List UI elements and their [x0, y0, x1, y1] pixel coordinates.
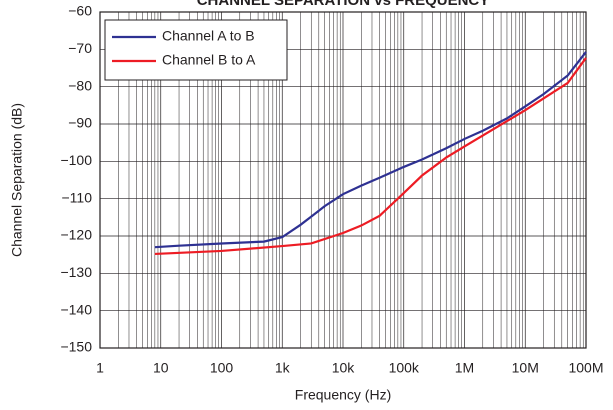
x-tick-label: 1: [96, 360, 104, 376]
x-tick-label: 10: [153, 360, 169, 376]
legend-label: Channel A to B: [162, 28, 255, 44]
y-tick-label: −110: [62, 189, 93, 205]
x-tick-label: 10M: [512, 360, 539, 376]
y-tick-label: −90: [68, 115, 92, 131]
x-tick-label: 1k: [275, 360, 291, 376]
legend-label: Channel B to A: [162, 52, 256, 68]
x-tick-label: 100: [210, 360, 234, 376]
y-tick-label: −70: [68, 40, 92, 56]
x-axis-label: Frequency (Hz): [295, 387, 391, 403]
x-tick-label: 100M: [568, 360, 603, 376]
x-tick-label: 10k: [332, 360, 356, 376]
y-axis-label: Channel Separation (dB): [9, 103, 25, 257]
x-tick-label: 100k: [389, 360, 420, 376]
y-tick-label: −80: [68, 77, 92, 93]
chart-title: CHANNEL SEPARATION vs FREQUENCY: [197, 0, 490, 9]
series-line: [154, 57, 587, 256]
y-tick-label: −60: [68, 3, 92, 19]
y-tick-label: −140: [60, 301, 92, 317]
y-tick-label: −100: [60, 152, 92, 168]
y-tick-label: −150: [60, 339, 92, 355]
plot-frame: [99, 11, 587, 349]
y-tick-label: −120: [60, 227, 92, 243]
x-tick-label: 1M: [455, 360, 474, 376]
series-line: [154, 51, 587, 249]
legend-box: [104, 19, 288, 81]
y-tick-label: −130: [60, 264, 92, 280]
